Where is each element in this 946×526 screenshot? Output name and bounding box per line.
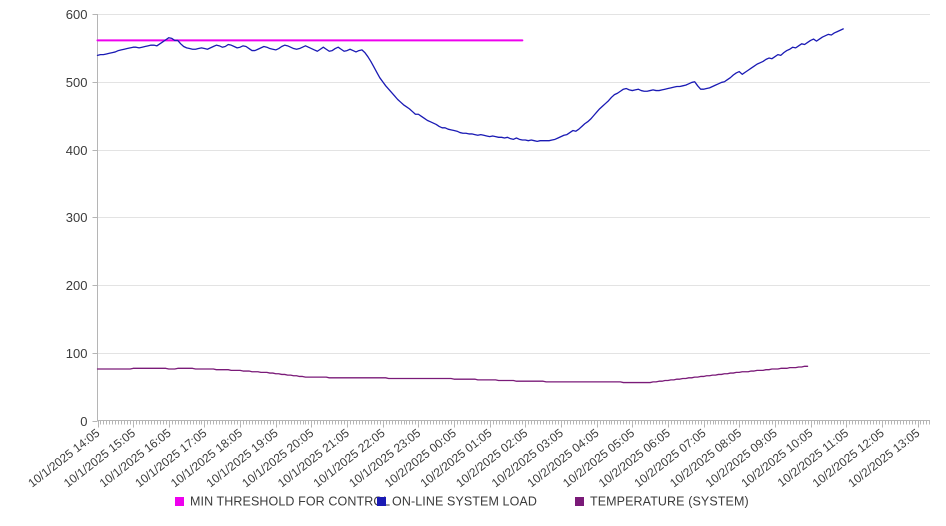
legend-swatch xyxy=(175,497,184,506)
legend-label: ON-LINE SYSTEM LOAD xyxy=(392,495,537,509)
chart-legend: MIN THRESHOLD FOR CONTROL ON-LINE SYSTEM … xyxy=(175,495,749,509)
series-line xyxy=(96,365,809,384)
gridlines xyxy=(97,14,930,354)
x-axis-ticks xyxy=(98,420,930,428)
y-axis-ticks xyxy=(92,14,98,422)
y-tick-label: 300 xyxy=(66,210,88,225)
y-tick-label: 600 xyxy=(66,7,88,22)
y-tick-label: 200 xyxy=(66,278,88,293)
series-line xyxy=(96,28,844,143)
legend-label: MIN THRESHOLD FOR CONTROL xyxy=(190,495,390,509)
y-tick-label: 400 xyxy=(66,143,88,158)
y-tick-label: 500 xyxy=(66,75,88,90)
y-tick-label: 100 xyxy=(66,346,88,361)
legend-label: TEMPERATURE (SYSTEM) xyxy=(590,495,749,509)
y-tick-label: 0 xyxy=(80,414,87,429)
legend-swatch xyxy=(377,497,386,506)
legend-swatch xyxy=(575,497,584,506)
y-axis-tick-labels: 0 100 200 300 400 500 600 xyxy=(66,7,88,429)
data-series xyxy=(96,28,844,384)
